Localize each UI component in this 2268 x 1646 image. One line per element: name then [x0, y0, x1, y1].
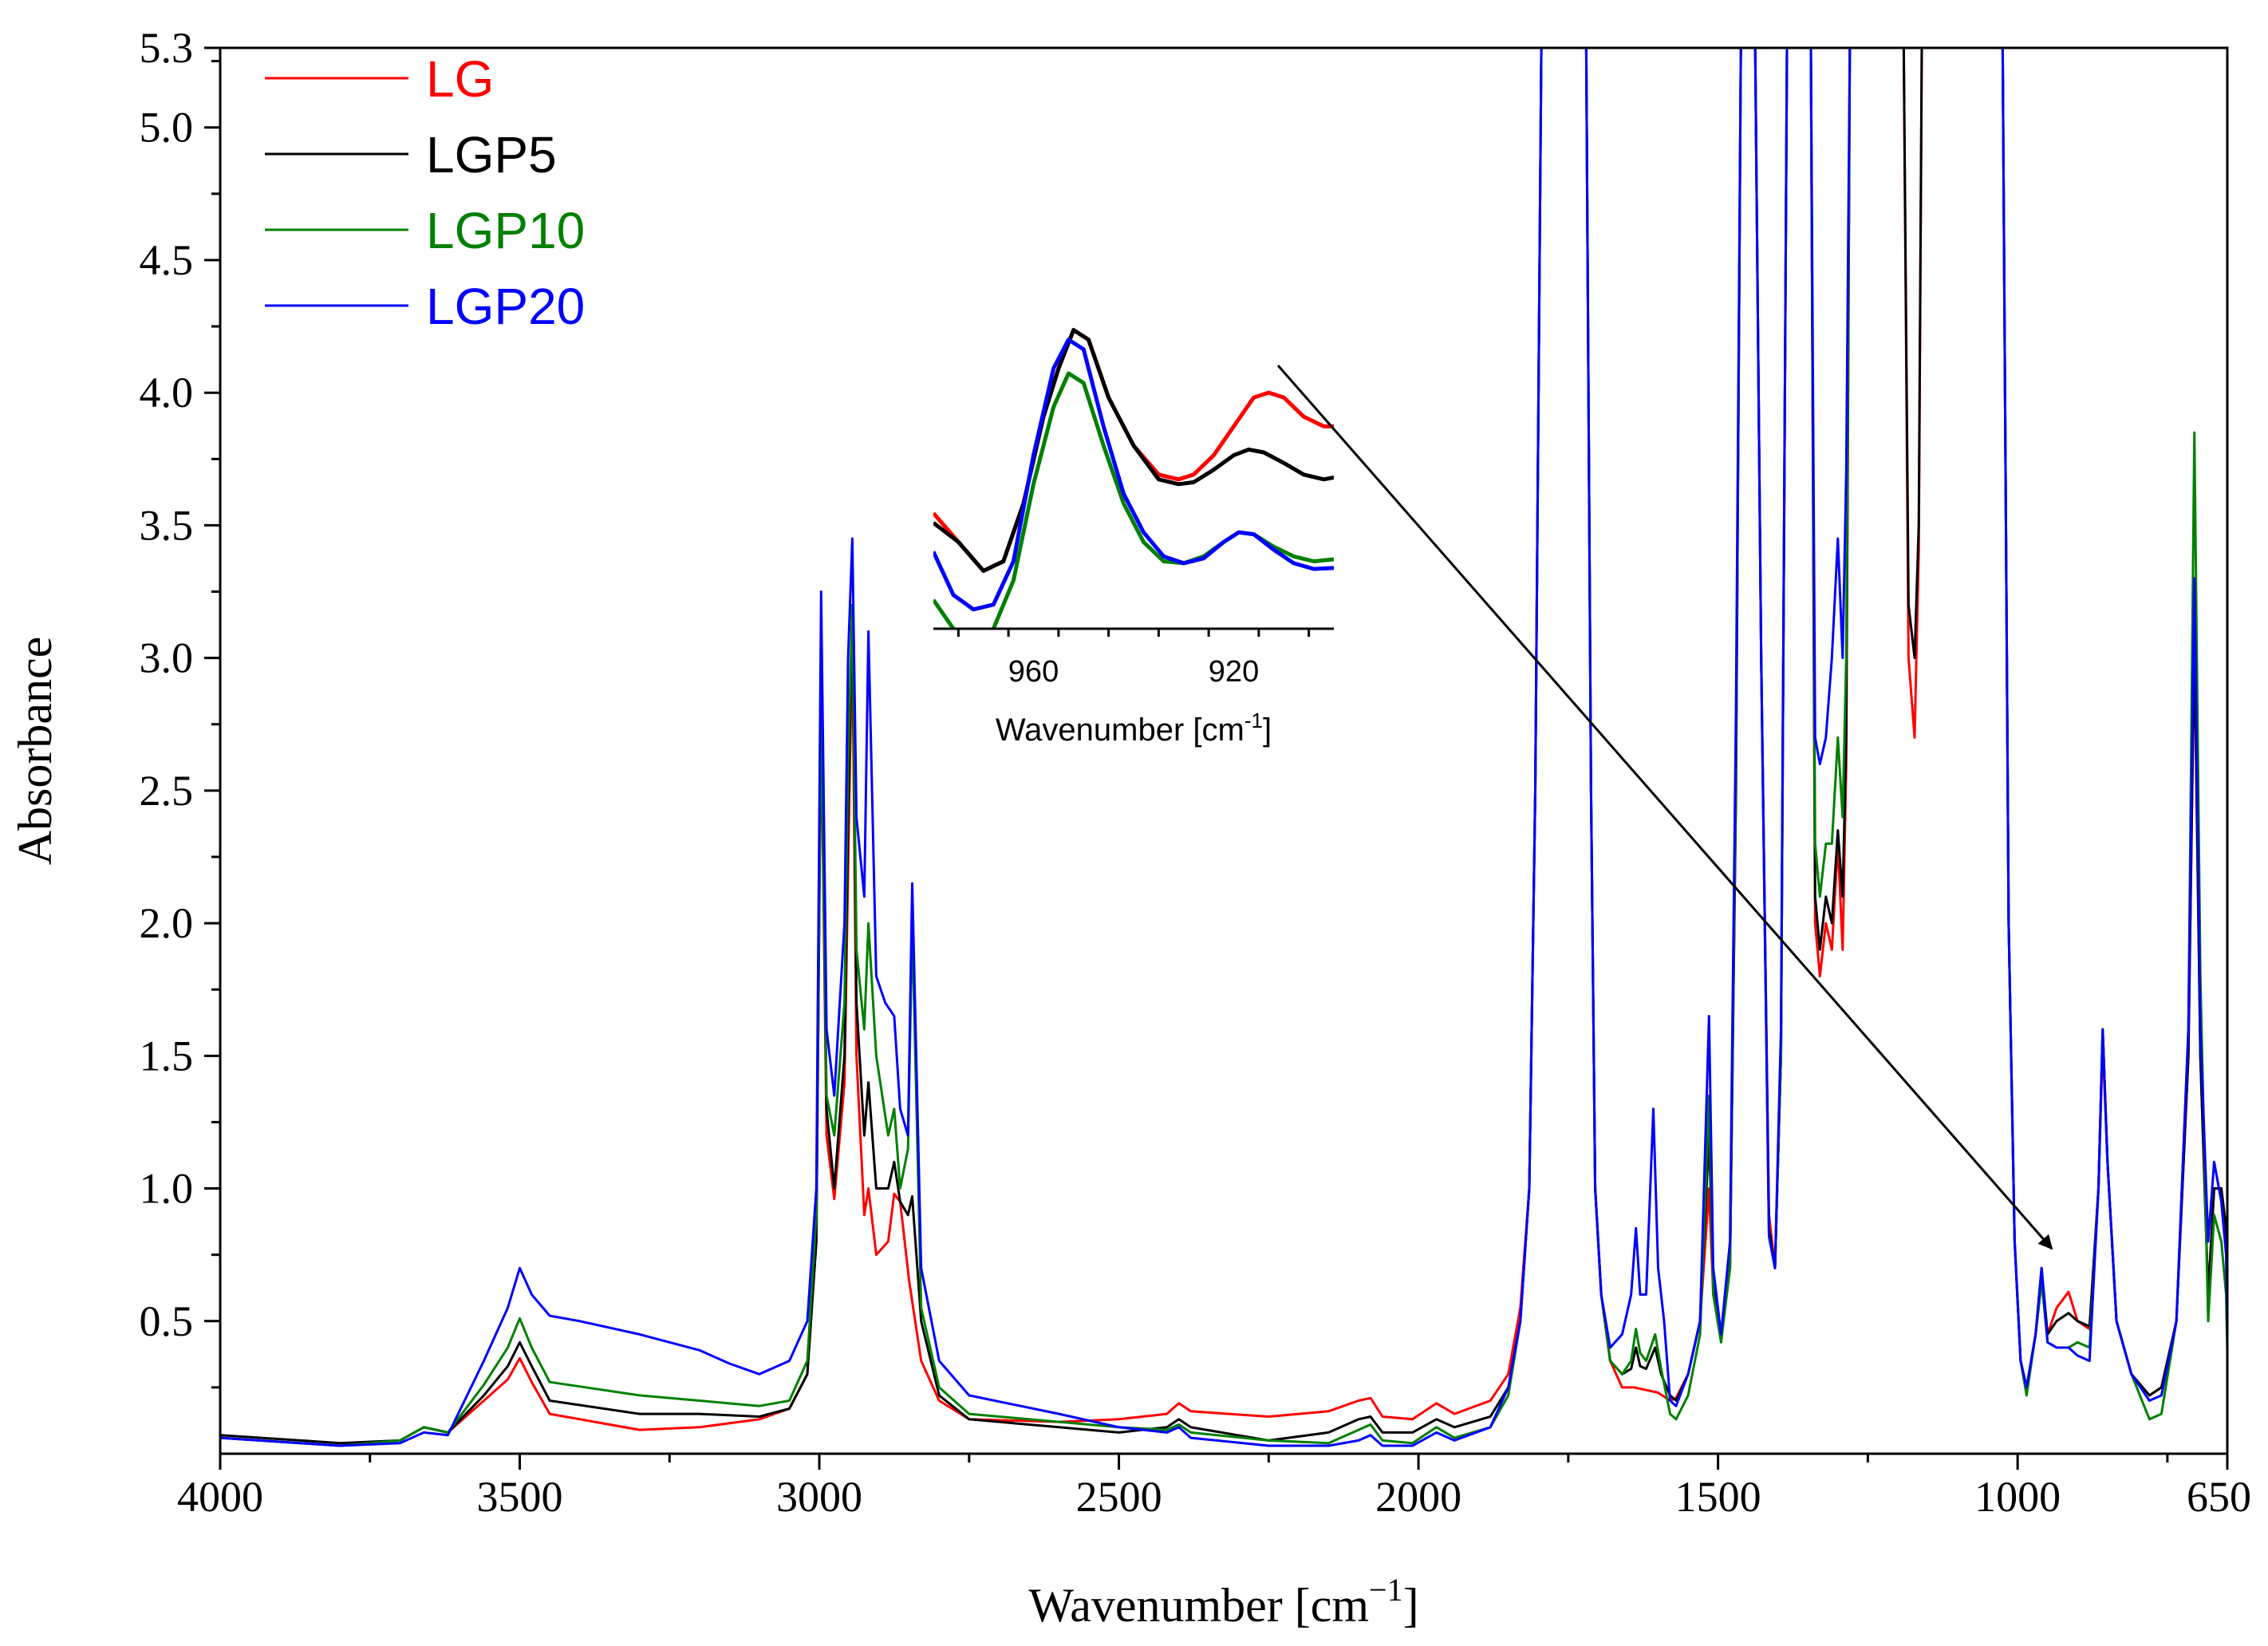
y-tick-label: 1.0: [140, 1165, 194, 1213]
legend-label-lgp5: LGP5: [426, 126, 557, 184]
x-tick-label: 1500: [1675, 1473, 1761, 1521]
y-tick-label: 2.0: [140, 899, 194, 947]
inset-x-tick-label: 960: [1008, 655, 1059, 689]
y-tick-label: 4.0: [140, 369, 194, 416]
y-tick-label: 4.5: [140, 236, 194, 284]
x-tick-label: 1000: [1974, 1473, 2061, 1521]
y-tick-label: 3.0: [140, 634, 194, 682]
inset-series-line-lgp10: [933, 371, 1334, 629]
inset-series-line-lgp5: [933, 328, 1334, 573]
y-axis-label: Absorbance: [9, 637, 61, 866]
legend: LG LGP5 LGP10 LGP20: [265, 50, 585, 335]
inset-series-line-lg: [933, 328, 1334, 573]
x-tick-label: 650: [2187, 1473, 2251, 1521]
legend-label-lgp20: LGP20: [426, 278, 585, 335]
x-tick-label: 4000: [177, 1473, 263, 1521]
x-tick-label: 3500: [477, 1473, 563, 1521]
y-tick-label: 1.5: [140, 1032, 194, 1080]
main-series-line-lgp20: [220, 48, 2227, 1447]
inset-x-tick-label: 920: [1209, 655, 1259, 689]
inset-callout-arrow: [1276, 365, 2053, 1250]
inset-plot: 960 920 Wavenumber [cm-1]: [933, 328, 1334, 748]
y-tick-label: 3.5: [140, 501, 194, 549]
x-tick-label: 2000: [1375, 1473, 1461, 1521]
x-axis-label: Wavenumber [cm−1]: [1028, 1572, 1418, 1632]
y-tick-label: 5.0: [140, 104, 194, 152]
main-plot-frame: [219, 46, 2229, 1455]
inset-series-line-lgp20: [933, 337, 1334, 612]
inset-x-axis-label: Wavenumber [cm-1]: [996, 709, 1272, 748]
x-tick-label: 3000: [776, 1473, 862, 1521]
x-tick-label: 2500: [1076, 1473, 1162, 1521]
main-plot: 4000 3500 3000 2500 2000 1500 1000 650 0.5 1.0 1.5…: [9, 24, 2251, 1632]
y-tick-label: 0.5: [140, 1297, 194, 1345]
y-tick-label: 5.3: [140, 24, 194, 72]
legend-label-lgp10: LGP10: [426, 202, 585, 259]
y-tick-label: 2.5: [140, 767, 194, 815]
legend-label-lg: LG: [426, 50, 494, 108]
